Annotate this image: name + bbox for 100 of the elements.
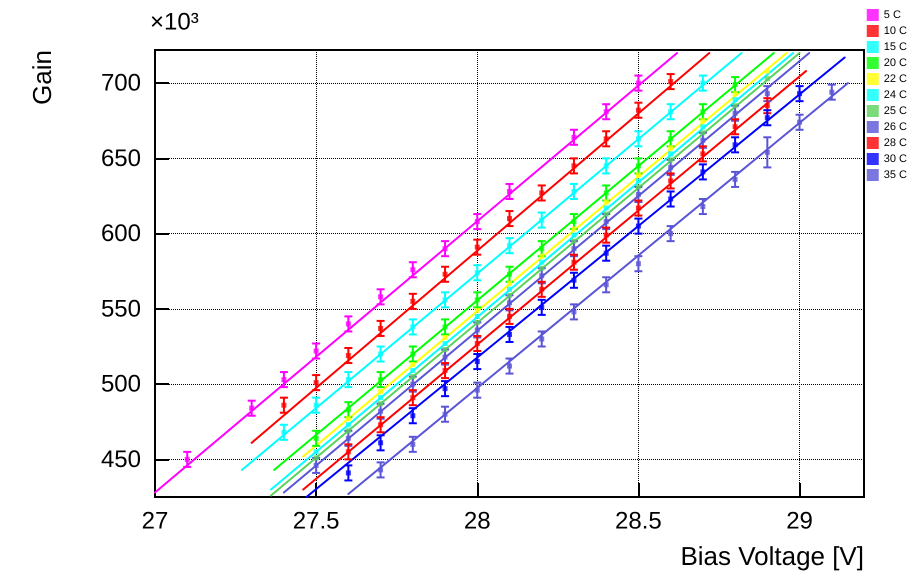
- legend-label: 30 C: [884, 153, 908, 165]
- y-tick-label: 650: [100, 144, 141, 172]
- point: [636, 108, 641, 113]
- point: [442, 368, 448, 374]
- x-tick-label: 27.5: [292, 508, 340, 534]
- point: [636, 163, 641, 168]
- point: [507, 300, 512, 306]
- point: [571, 232, 576, 238]
- point: [346, 321, 351, 326]
- point: [442, 340, 448, 346]
- point: [474, 219, 480, 224]
- point: [474, 340, 480, 346]
- point: [604, 282, 609, 288]
- point: [410, 442, 416, 447]
- point: [442, 412, 448, 417]
- x-tick-label: 29: [786, 508, 813, 534]
- point: [797, 120, 802, 125]
- point: [668, 136, 674, 142]
- x-axis-title: Bias Voltage [V]: [680, 541, 864, 571]
- point: [378, 395, 384, 400]
- point: [700, 138, 706, 143]
- point: [668, 79, 674, 84]
- point: [539, 286, 544, 292]
- point: [764, 103, 770, 108]
- legend-label: 24 C: [884, 89, 908, 101]
- point: [474, 314, 480, 319]
- point: [507, 286, 512, 292]
- point: [636, 224, 641, 229]
- point: [281, 430, 286, 435]
- point: [539, 190, 544, 196]
- point: [346, 377, 351, 382]
- point: [378, 377, 384, 382]
- legend-label: 15 C: [884, 41, 908, 53]
- point: [346, 353, 351, 358]
- point: [507, 243, 512, 248]
- point: [732, 176, 738, 182]
- point: [571, 163, 576, 168]
- point: [410, 368, 416, 374]
- point: [764, 150, 770, 155]
- point: [249, 406, 254, 411]
- point: [732, 124, 738, 130]
- point: [378, 422, 384, 428]
- point: [474, 359, 480, 364]
- point: [346, 422, 351, 428]
- point: [668, 151, 674, 156]
- point: [410, 267, 416, 272]
- point: [410, 413, 416, 418]
- point: [829, 90, 834, 95]
- point: [184, 456, 190, 462]
- point: [410, 298, 416, 304]
- point: [539, 218, 544, 223]
- point: [346, 449, 351, 454]
- point: [314, 462, 319, 468]
- point: [507, 314, 512, 319]
- point: [571, 188, 576, 194]
- point: [539, 304, 544, 310]
- point: [507, 272, 512, 277]
- point: [378, 326, 384, 331]
- point: [668, 231, 674, 236]
- point: [539, 260, 544, 265]
- point: [442, 354, 448, 360]
- point: [668, 196, 674, 202]
- point: [314, 436, 319, 441]
- point: [797, 91, 802, 96]
- point: [604, 250, 609, 256]
- x-tick-label: 27: [142, 508, 168, 534]
- point: [442, 272, 448, 277]
- point: [700, 109, 706, 114]
- point: [314, 449, 319, 454]
- point: [507, 332, 512, 337]
- point: [764, 115, 770, 120]
- point: [346, 470, 351, 476]
- point: [636, 192, 641, 197]
- point: [507, 364, 512, 369]
- point: [442, 324, 448, 330]
- point: [539, 246, 544, 252]
- point: [732, 97, 738, 102]
- point: [442, 297, 448, 302]
- point: [474, 297, 480, 302]
- x-tick-label: 28: [464, 508, 491, 534]
- point: [571, 260, 576, 265]
- point: [604, 219, 609, 224]
- point: [604, 163, 609, 168]
- point: [604, 136, 609, 142]
- point: [410, 395, 416, 400]
- legend-label: 28 C: [884, 137, 908, 149]
- point: [474, 244, 480, 250]
- point: [604, 190, 609, 196]
- point: [378, 408, 384, 414]
- point: [474, 388, 480, 393]
- y-tick-label: 450: [100, 446, 141, 473]
- point: [700, 124, 706, 130]
- y-axis-title: Gain: [27, 50, 57, 105]
- point: [442, 386, 448, 392]
- legend-label: 35 C: [884, 169, 908, 181]
- point: [636, 136, 641, 142]
- text: ×10³: [150, 8, 199, 36]
- point: [378, 440, 384, 446]
- point: [668, 178, 674, 184]
- legend-label: 25 C: [884, 105, 908, 117]
